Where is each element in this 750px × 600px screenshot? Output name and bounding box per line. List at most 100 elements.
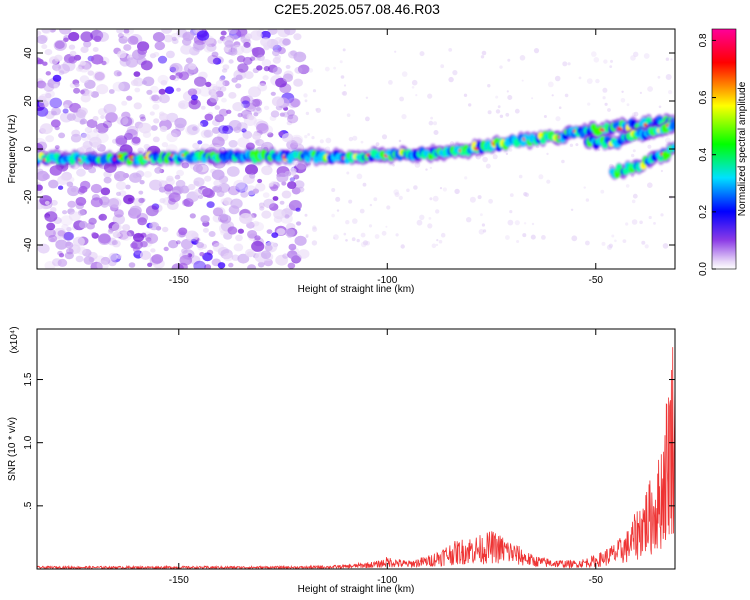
noise-blob xyxy=(66,181,74,187)
noise-dot xyxy=(307,133,310,136)
noise-blob xyxy=(246,251,254,258)
noise-dot xyxy=(411,86,415,89)
noise-blob xyxy=(230,198,243,209)
noise-blob xyxy=(187,88,198,97)
ridge-1-core xyxy=(584,120,675,149)
noise-blob xyxy=(224,40,234,48)
noise-blob xyxy=(60,215,73,226)
noise-blob xyxy=(125,57,139,68)
chart-title: C2E5.2025.057.08.46.R03 xyxy=(274,1,440,17)
noise-dot xyxy=(660,169,664,173)
noise-blob xyxy=(45,135,55,143)
noise-blob xyxy=(255,120,269,132)
noise-blob xyxy=(257,178,263,184)
noise-dot xyxy=(620,98,626,103)
noise-dot xyxy=(395,233,399,237)
noise-dot xyxy=(352,135,358,141)
noise-blob xyxy=(152,136,160,143)
noise-blob xyxy=(96,260,109,269)
noise-dot xyxy=(657,75,661,79)
noise-blob xyxy=(200,129,212,139)
noise-blob xyxy=(220,30,227,36)
noise-blob xyxy=(42,173,50,180)
noise-blob xyxy=(90,261,103,269)
spectrogram-y-axis: 40 20 0 -20 -40 xyxy=(23,47,675,252)
noise-dot xyxy=(492,154,498,160)
noise-blob xyxy=(215,90,224,98)
noise-blob xyxy=(121,111,131,120)
noise-blob xyxy=(40,123,53,135)
noise-blob xyxy=(192,42,204,52)
noise-blob xyxy=(63,231,75,241)
spectrogram-x-axis: -150 -100 -50 xyxy=(169,29,603,286)
noise-dot xyxy=(429,197,433,201)
noise-blob xyxy=(103,103,117,115)
noise-blob xyxy=(168,192,181,203)
noise-blob xyxy=(37,57,42,65)
noise-dot xyxy=(541,235,546,240)
noise-blob xyxy=(220,249,233,260)
noise-dot xyxy=(388,80,393,85)
ridge-core-blob xyxy=(670,144,675,152)
noise-dot xyxy=(440,232,446,238)
noise-blob xyxy=(228,92,237,99)
noise-blob xyxy=(77,107,88,116)
noise-blob xyxy=(198,194,204,199)
noise-blob xyxy=(204,113,214,121)
noise-blob xyxy=(174,117,187,129)
noise-blob xyxy=(108,228,114,233)
noise-dot xyxy=(348,199,353,204)
noise-blob xyxy=(270,110,280,118)
noise-dot xyxy=(342,91,347,96)
noise-blob xyxy=(103,176,112,184)
noise-blob xyxy=(181,199,191,207)
noise-blob xyxy=(212,214,223,223)
noise-blob xyxy=(235,182,248,193)
noise-blob xyxy=(63,37,69,43)
noise-dot xyxy=(442,187,447,192)
noise-blob xyxy=(293,51,307,63)
noise-blob xyxy=(192,142,200,149)
noise-blob xyxy=(219,213,229,221)
noise-dot xyxy=(555,116,561,122)
noise-dot xyxy=(469,196,476,203)
noise-blob xyxy=(149,221,160,231)
noise-blob xyxy=(95,123,109,134)
noise-dot xyxy=(630,55,636,61)
noise-blob xyxy=(179,255,193,266)
noise-dot xyxy=(481,223,485,227)
noise-blob xyxy=(228,262,234,268)
noise-blob xyxy=(213,179,222,187)
noise-dot xyxy=(385,225,388,228)
noise-blob xyxy=(98,213,108,221)
noise-blob xyxy=(137,46,148,55)
noise-blob xyxy=(264,244,273,252)
noise-blob xyxy=(157,55,168,64)
noise-dot xyxy=(430,116,433,120)
noise-dot xyxy=(413,185,418,190)
noise-blob xyxy=(53,39,67,51)
noise-blob xyxy=(216,190,225,197)
noise-blob xyxy=(211,185,219,192)
noise-blob xyxy=(282,38,291,46)
noise-dot xyxy=(516,240,520,243)
noise-dot xyxy=(602,96,606,100)
noise-blob xyxy=(287,114,299,124)
noise-dot xyxy=(324,146,331,152)
noise-blob xyxy=(143,171,152,178)
noise-dot xyxy=(665,137,671,144)
noise-blob xyxy=(202,187,214,198)
noise-blob xyxy=(203,44,214,53)
noise-dot xyxy=(356,238,360,243)
noise-blob xyxy=(251,240,265,252)
noise-dot xyxy=(312,225,317,230)
noise-blob xyxy=(211,169,225,181)
noise-blob xyxy=(245,164,258,176)
noise-dot xyxy=(647,86,653,92)
noise-dot xyxy=(466,217,472,223)
noise-blob xyxy=(202,252,213,262)
noise-blob xyxy=(112,81,125,92)
noise-blob xyxy=(59,29,72,35)
noise-blob xyxy=(154,167,163,174)
noise-dot xyxy=(505,112,510,117)
